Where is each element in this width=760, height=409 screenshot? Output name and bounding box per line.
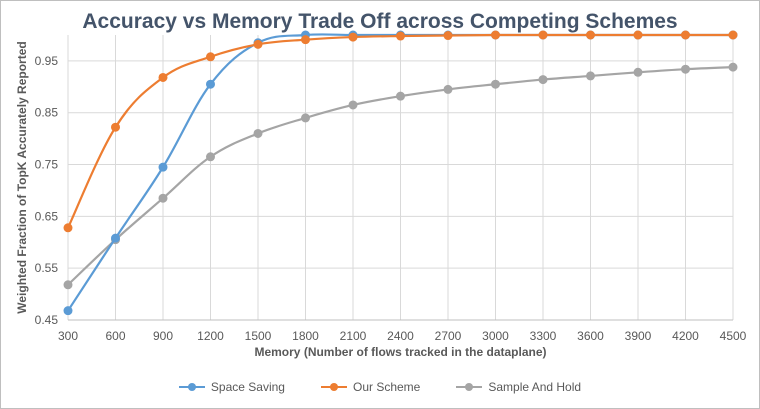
data-point-sample-and-hold	[301, 113, 310, 123]
data-point-sample-and-hold	[253, 128, 263, 138]
legend-label: Space Saving	[210, 380, 285, 394]
y-axis-title: Weighted Fraction of TopK Accurately Rep…	[15, 41, 29, 313]
data-point-sample-and-hold	[681, 64, 690, 74]
x-tick-label: 2100	[340, 329, 367, 343]
x-tick-label: 300	[58, 329, 78, 343]
legend: Space Saving Our Scheme Sample And Hold	[0, 380, 760, 394]
legend-item-space-saving: Space Saving	[178, 380, 285, 394]
legend-swatch	[178, 382, 205, 392]
x-tick-label: 3000	[482, 329, 509, 343]
data-point-our-scheme	[586, 30, 595, 40]
data-point-space-saving	[111, 233, 120, 243]
data-point-our-scheme	[301, 35, 310, 45]
x-tick-label: 2400	[387, 329, 414, 343]
data-point-space-saving	[158, 162, 168, 172]
data-point-our-scheme	[538, 30, 548, 40]
axis-layer: 300 600 900 1200 1500 1800 2100 2400 2700 3000 330…	[35, 54, 747, 343]
data-point-our-scheme	[206, 52, 215, 62]
legend-swatch	[456, 382, 483, 392]
legend-label: Sample And Hold	[488, 380, 582, 394]
data-point-sample-and-hold	[728, 62, 738, 72]
data-point-our-scheme	[348, 32, 358, 42]
y-tick-label: 0.55	[35, 261, 59, 275]
data-point-sample-and-hold	[586, 71, 595, 81]
data-point-our-scheme	[728, 30, 738, 40]
x-tick-label: 4200	[672, 329, 699, 343]
data-point-space-saving	[206, 79, 215, 89]
data-point-space-saving	[63, 306, 73, 316]
x-axis-title: Memory (Number of flows tracked in the d…	[254, 345, 546, 359]
data-point-our-scheme	[63, 223, 73, 233]
y-tick-label: 0.95	[35, 54, 59, 68]
data-point-sample-and-hold	[206, 152, 215, 162]
data-point-our-scheme	[443, 31, 453, 41]
data-point-our-scheme	[253, 39, 263, 49]
x-tick-label: 4500	[720, 329, 747, 343]
x-tick-label: 3900	[625, 329, 652, 343]
legend-item-our-scheme: Our Scheme	[320, 380, 421, 394]
data-point-our-scheme	[681, 30, 690, 40]
data-point-our-scheme	[396, 31, 405, 41]
y-tick-label: 0.85	[35, 106, 59, 120]
x-tick-label: 3600	[577, 329, 604, 343]
x-tick-label: 1200	[197, 329, 224, 343]
data-point-sample-and-hold	[158, 193, 168, 203]
x-tick-label: 3300	[530, 329, 557, 343]
x-tick-label: 2700	[435, 329, 462, 343]
y-tick-label: 0.65	[35, 209, 59, 223]
series-layer	[63, 30, 738, 316]
data-point-sample-and-hold	[633, 67, 643, 77]
data-point-sample-and-hold	[443, 84, 453, 94]
legend-swatch	[320, 382, 347, 392]
legend-label: Our Scheme	[352, 380, 421, 394]
x-tick-label: 1500	[245, 329, 272, 343]
grid-layer	[67, 35, 734, 321]
data-point-our-scheme	[491, 30, 500, 40]
data-point-sample-and-hold	[396, 91, 405, 101]
data-point-sample-and-hold	[63, 280, 73, 290]
data-point-our-scheme	[111, 122, 120, 132]
legend-item-sample-and-hold: Sample And Hold	[456, 380, 581, 394]
data-point-sample-and-hold	[538, 75, 548, 85]
data-point-sample-and-hold	[348, 100, 358, 110]
y-tick-label: 0.45	[35, 313, 59, 327]
chart-title: Accuracy vs Memory Trade Off across Comp…	[82, 10, 678, 33]
y-tick-label: 0.75	[35, 158, 59, 172]
x-tick-label: 1800	[292, 329, 319, 343]
data-point-our-scheme	[158, 72, 168, 82]
x-tick-label: 600	[105, 329, 125, 343]
data-point-sample-and-hold	[491, 79, 500, 89]
x-tick-label: 900	[153, 329, 173, 343]
data-point-our-scheme	[633, 30, 643, 40]
